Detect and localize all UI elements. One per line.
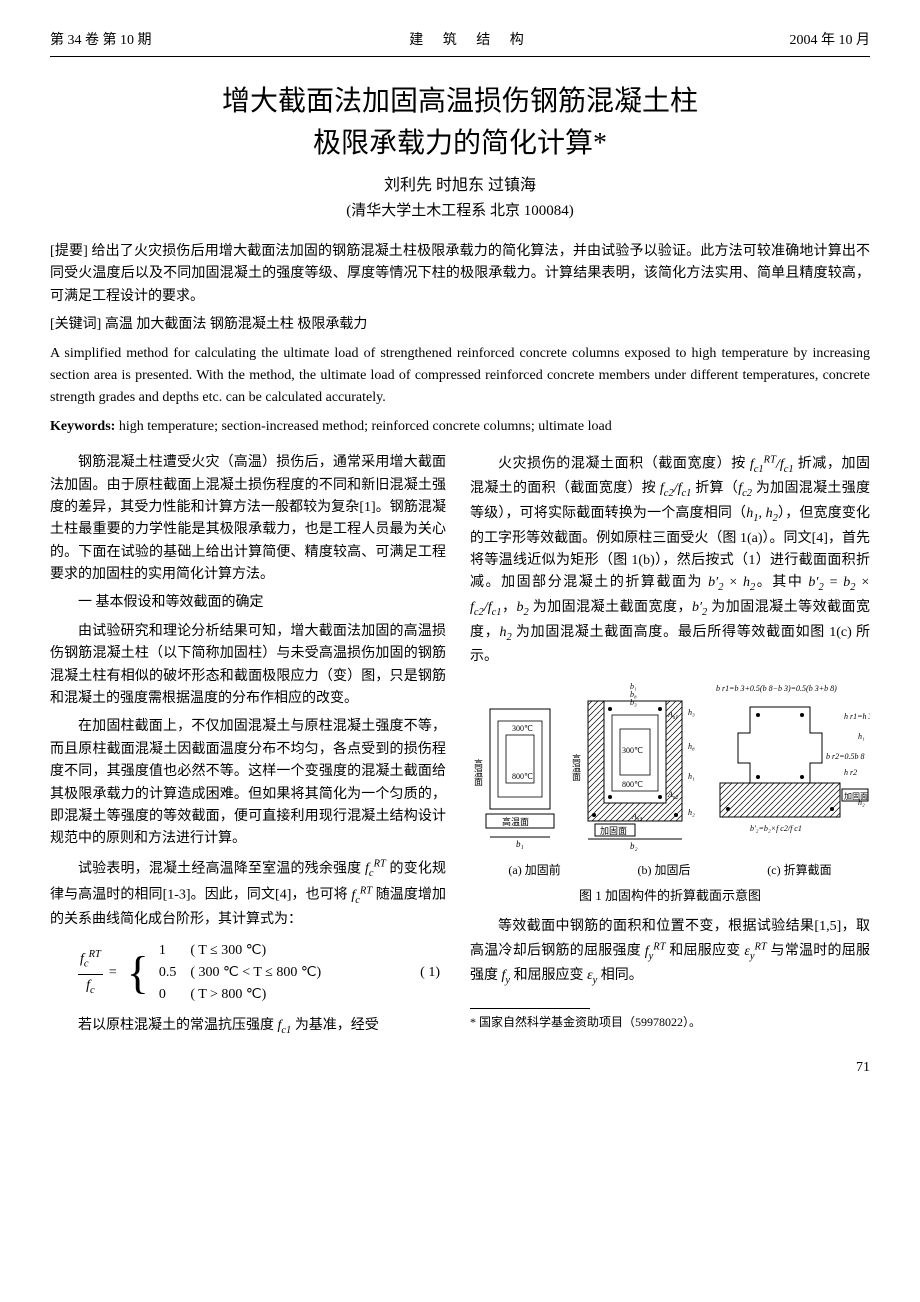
svg-text:h₁: h₁: [688, 772, 695, 781]
svg-text:高温面: 高温面: [502, 816, 529, 827]
running-header: 第 34 卷 第 10 期 建 筑 结 构 2004 年 10 月: [50, 30, 870, 57]
svg-text:h₁: h₁: [858, 732, 865, 741]
section-1-heading: 一 基本假设和等效截面的确定: [50, 592, 446, 614]
figure-caption: 图 1 加固构件的折算截面示意图: [470, 886, 870, 907]
svg-text:h r2: h r2: [844, 768, 857, 777]
keywords-zh: [关键词] 高温 加大截面法 钢筋混凝土柱 极限承载力: [50, 314, 870, 336]
equation-cases: 1( T ≤ 300 ℃) 0.5( 300 ℃ < T ≤ 800 ℃) 0(…: [159, 940, 321, 1007]
svg-text:高温面: 高温面: [571, 752, 581, 781]
fig-a-temp300: 300℃: [512, 724, 533, 733]
affiliation: (清华大学土木工程系 北京 100084): [50, 199, 870, 223]
equation-number: ( 1): [420, 962, 446, 984]
keywords-zh-text: 高温 加大截面法 钢筋混凝土柱 极限承载力: [105, 317, 368, 332]
fig-a-temp800: 800℃: [512, 772, 533, 781]
svg-text:h₈: h₈: [688, 742, 695, 751]
footnote-text: 国家自然科学基金资助项目（59978022）。: [476, 1015, 701, 1029]
keywords-en: Keywords: high temperature; section-incr…: [50, 416, 870, 438]
svg-text:b₂: b₂: [630, 841, 638, 851]
symbol-fcRT2: fcRT: [351, 888, 372, 903]
figure-sub-labels: (a) 加固前 (b) 加固后 (c) 折算截面: [470, 861, 870, 880]
title-line1: 增大截面法加固高温损伤钢筋混凝土柱: [222, 86, 698, 117]
symbol-fc1: fc1: [278, 1018, 292, 1033]
svg-text:b₁: b₁: [516, 839, 524, 849]
para-l3: 在加固柱截面上，不仅加固混凝土与原柱混凝土强度不等，而且原柱截面混凝土因截面温度…: [50, 716, 446, 850]
para-l5: 若以原柱混凝土的常温抗压强度 fc1 为基准，经受: [50, 1015, 446, 1040]
left-brace-icon: {: [127, 950, 149, 996]
para-intro: 钢筋混凝土柱遭受火灾（高温）损伤后，通常采用增大截面法加固。由于原柱截面上混凝土…: [50, 452, 446, 586]
figure-1-svg: 300℃ 800℃ 高温面 高温面 b₁: [470, 679, 870, 859]
fig-label-c: (c) 折算截面: [767, 861, 831, 880]
fig-b: 300℃ 800℃ As1 As2 As3 高温面 加固面: [571, 682, 695, 851]
keywords-en-label: Keywords:: [50, 419, 115, 434]
svg-text:b₃: b₃: [630, 698, 637, 707]
abstract-zh: [提要] 给出了火灾损伤后用增大截面法加固的钢筋混凝土柱极限承载力的简化算法，并…: [50, 241, 870, 308]
svg-text:800℃: 800℃: [622, 780, 643, 789]
para-l2: 由试验研究和理论分析结果可知，增大截面法加固的高温损伤钢筋混凝土柱（以下简称加固…: [50, 621, 446, 711]
fig-a-high-face: 高温面: [473, 757, 483, 786]
right-column: 火灾损伤的混凝土面积（截面宽度）按 fc1RT/fc1 折减，加固混凝土的面积（…: [470, 452, 870, 1045]
footnote: * 国家自然科学基金资助项目（59978022）。: [470, 1013, 870, 1032]
para-r1: 火灾损伤的混凝土面积（截面宽度）按 fc1RT/fc1 折减，加固混凝土的面积（…: [470, 452, 870, 668]
abstract-zh-label: [提要]: [50, 244, 88, 259]
abstract-en: A simplified method for calculating the …: [50, 343, 870, 410]
svg-text:b'₂=b₂×f c2/f c1: b'₂=b₂×f c2/f c1: [750, 824, 802, 833]
header-center: 建 筑 结 构: [409, 30, 532, 52]
svg-text:300℃: 300℃: [622, 746, 643, 755]
fig-a: 300℃ 800℃ 高温面 高温面 b₁: [473, 709, 554, 849]
body-columns: 钢筋混凝土柱遭受火灾（高温）损伤后，通常采用增大截面法加固。由于原柱截面上混凝土…: [50, 452, 870, 1045]
svg-text:b r2=0.5b 8: b r2=0.5b 8: [826, 752, 865, 761]
para-r2: 等效截面中钢筋的面积和位置不变，根据试验结果[1,5]，取高温冷却后钢筋的屈服强…: [470, 916, 870, 989]
header-left: 第 34 卷 第 10 期: [50, 30, 152, 52]
keywords-zh-label: [关键词]: [50, 317, 101, 332]
footnote-separator: [470, 1008, 590, 1009]
para-l4: 试验表明，混凝土经高温降至室温的残余强度 fcRT 的变化规律与高温时的相同[1…: [50, 857, 446, 932]
svg-text:h r1=h 3: h r1=h 3: [844, 712, 870, 721]
svg-text:h₂: h₂: [688, 808, 695, 817]
svg-text:加固面: 加固面: [600, 826, 627, 836]
header-right: 2004 年 10 月: [790, 30, 871, 52]
fig-label-a: (a) 加固前: [508, 861, 560, 880]
fig-c: 加固面 b r1=b 3+0.5(b 8−b 3)=0.5(b 3+b 8) b…: [716, 684, 870, 833]
svg-text:b r1=b 3+0.5(b 8−b 3)=0.5(b 3+: b r1=b 3+0.5(b 8−b 3)=0.5(b 3+b 8): [716, 684, 837, 693]
title-line2: 极限承载力的简化计算*: [313, 128, 607, 159]
symbol-fcRT: fcRT: [365, 861, 386, 876]
authors: 刘利先 时旭东 过镇海: [50, 173, 870, 199]
page-number: 71: [50, 1057, 870, 1079]
svg-text:h₂: h₂: [858, 798, 865, 807]
paper-title: 增大截面法加固高温损伤钢筋混凝土柱 极限承载力的简化计算*: [50, 81, 870, 165]
left-column: 钢筋混凝土柱遭受火灾（高温）损伤后，通常采用增大截面法加固。由于原柱截面上混凝土…: [50, 452, 446, 1045]
equation-1: fcRT fc = { 1( T ≤ 300 ℃) 0.5( 300 ℃ < T…: [78, 940, 446, 1007]
page: 第 34 卷 第 10 期 建 筑 结 构 2004 年 10 月 增大截面法加…: [0, 0, 920, 1100]
keywords-en-text: high temperature; section-increased meth…: [115, 419, 611, 434]
fig-label-b: (b) 加固后: [638, 861, 691, 880]
abstract-zh-text: 给出了火灾损伤后用增大截面法加固的钢筋混凝土柱极限承载力的简化算法，并由试验予以…: [50, 244, 870, 304]
equation-fraction: fcRT fc: [78, 947, 103, 999]
figure-1: 300℃ 800℃ 高温面 高温面 b₁: [470, 679, 870, 907]
svg-text:h₃: h₃: [688, 708, 695, 717]
